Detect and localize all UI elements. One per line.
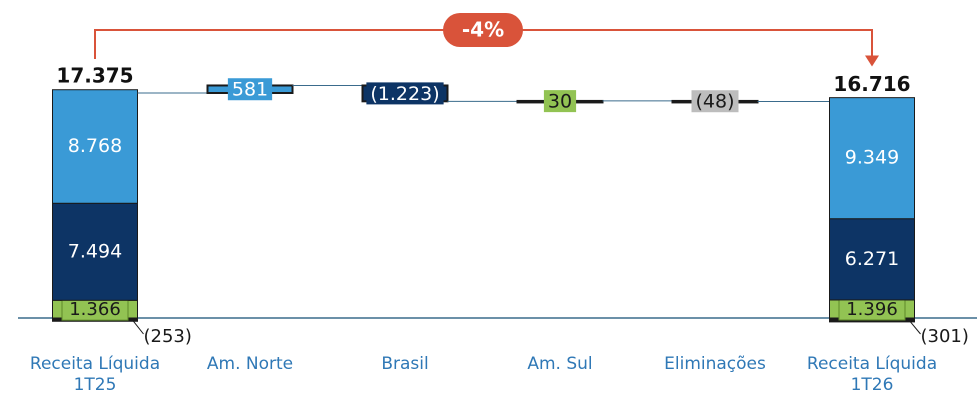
value-label: (253) (144, 326, 192, 347)
leader-line (910, 321, 921, 335)
label-box (227, 78, 273, 101)
value-label: 30 (548, 91, 572, 113)
total-label: 17.375 (56, 64, 133, 88)
value-label: (1.223) (370, 83, 439, 105)
total-label: 16.716 (833, 72, 910, 96)
bar-segment (829, 97, 915, 220)
category-label: Receita Líquida 1T26 (806, 354, 938, 395)
category-label: Receita Líquida 1T25 (29, 354, 161, 395)
label-box (543, 90, 577, 113)
value-label: 8.768 (68, 135, 122, 157)
value-label: (48) (695, 91, 734, 113)
category-label: Am. Norte (206, 354, 294, 374)
bar-segment (829, 218, 915, 301)
value-label: 581 (232, 79, 268, 101)
label-box (366, 82, 444, 105)
annotation-pill (443, 13, 523, 47)
value-label: (301) (921, 326, 969, 347)
bar-segment (52, 89, 138, 204)
arrow-head (865, 55, 879, 67)
category-label: Eliminações (664, 354, 766, 374)
category-label: Am. Sul (527, 354, 593, 374)
value-label: 7.494 (68, 240, 122, 262)
value-label: 1.396 (846, 299, 898, 320)
label-box (691, 90, 739, 113)
category-label: Brasil (381, 354, 429, 374)
leader-line (133, 320, 144, 335)
annotation: -4% (462, 18, 504, 42)
value-label: 6.271 (845, 248, 899, 270)
value-label: 1.366 (69, 299, 121, 320)
value-label: 9.349 (845, 147, 899, 169)
